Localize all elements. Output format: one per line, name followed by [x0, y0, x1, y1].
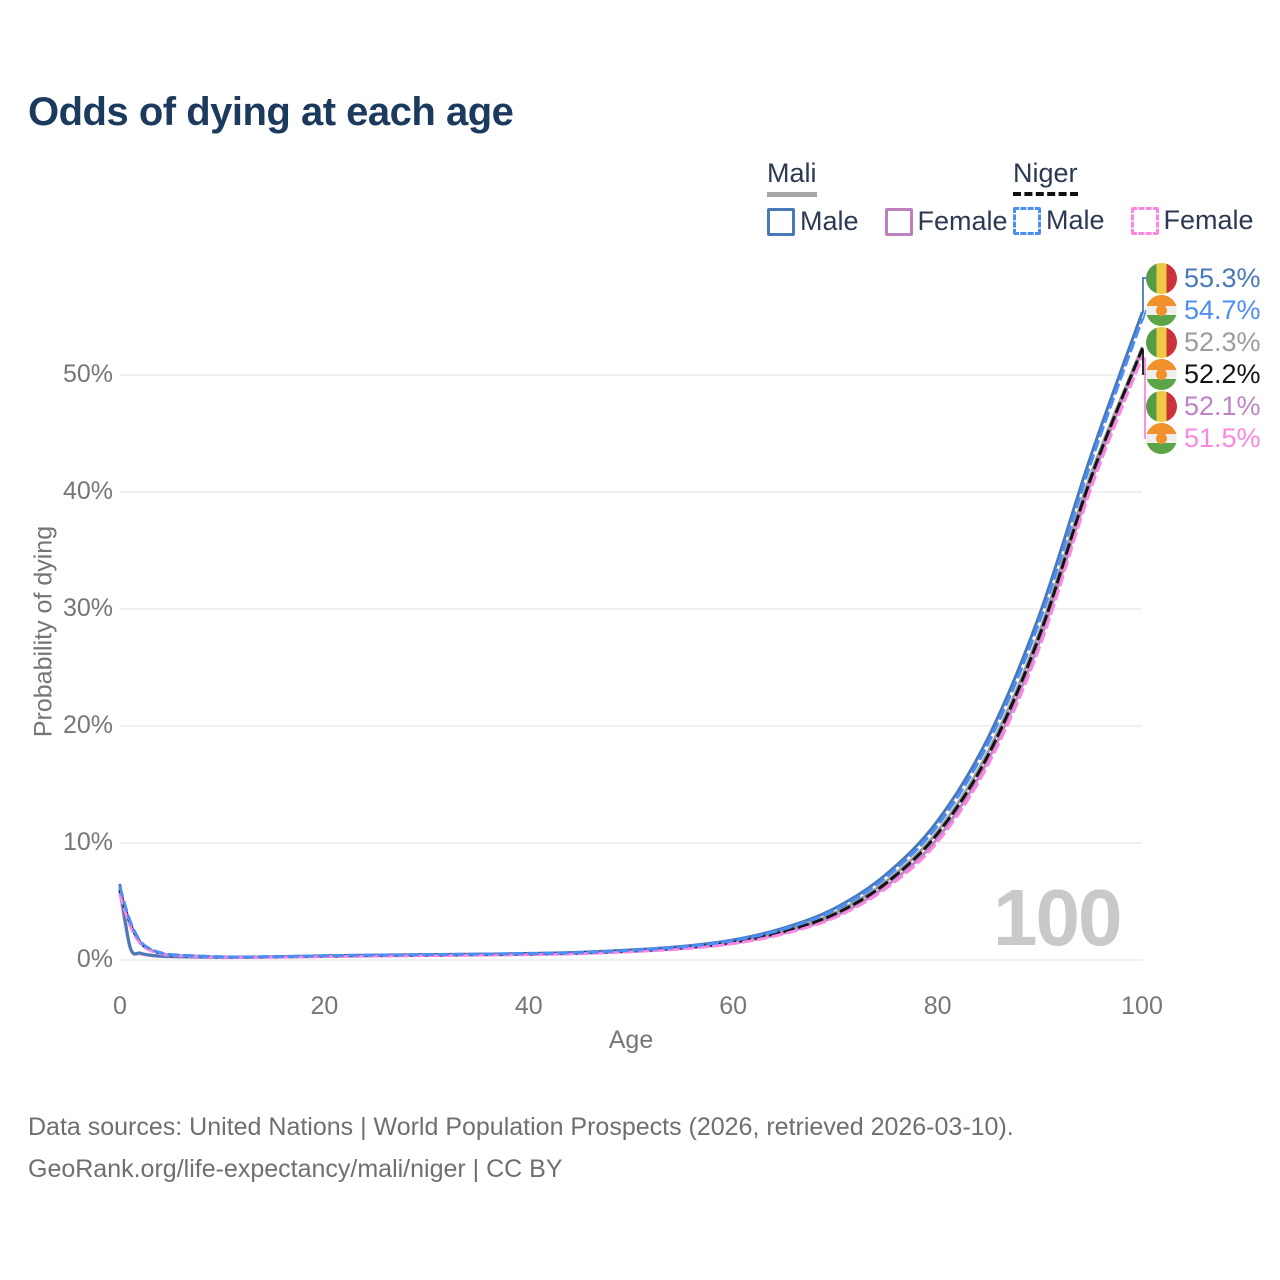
checkbox-icon[interactable]: [767, 207, 795, 236]
end-label-value: 52.1%: [1184, 390, 1261, 421]
legend-toggle-mali-female[interactable]: Female: [884, 206, 1008, 237]
x-tick-label: 0: [113, 992, 127, 1020]
x-tick-label: 100: [1121, 992, 1163, 1020]
end-labels-column: 55.3% 54.7% 52.3% 52.2% 52.1% 51.5%: [1146, 262, 1261, 454]
legend-country-mali: Mali: [767, 158, 817, 197]
y-tick-label: 50%: [62, 360, 113, 388]
checkbox-icon[interactable]: [1013, 206, 1041, 235]
end-label-value: 52.3%: [1184, 326, 1261, 357]
legend-toggle-niger-female[interactable]: Female: [1130, 205, 1254, 236]
legend-country-niger: Niger: [1013, 158, 1078, 196]
x-tick-label: 40: [514, 992, 543, 1020]
legend-label-niger-male: Male: [1046, 205, 1105, 235]
y-tick-label: 30%: [62, 594, 113, 622]
mali-flag-icon: [1146, 326, 1177, 358]
legend-label-mali-female: Female: [917, 206, 1008, 236]
footer-attribution: GeoRank.org/life-expectancy/mali/niger |…: [28, 1155, 563, 1183]
end-label-row: 52.2%: [1146, 358, 1261, 390]
legend-label-niger-female: Female: [1163, 205, 1254, 235]
end-label-row: 52.1%: [1146, 390, 1261, 422]
legend-group-mali: Mali Male Female: [767, 158, 1008, 237]
page-title: Odds of dying at each age: [28, 90, 514, 134]
legend-toggle-mali-male[interactable]: Male: [767, 206, 859, 237]
legend-group-niger: Niger Male Female: [1013, 158, 1254, 236]
x-axis-label: Age: [608, 1026, 654, 1054]
end-label-value: 52.2%: [1184, 358, 1261, 389]
x-tick-label: 20: [310, 992, 339, 1020]
checkbox-icon[interactable]: [884, 207, 913, 236]
niger-flag-icon: [1146, 358, 1177, 390]
checkbox-icon[interactable]: [1130, 206, 1159, 235]
footer-data-sources: Data sources: United Nations | World Pop…: [28, 1113, 1014, 1141]
end-label-row: 55.3%: [1146, 262, 1261, 294]
niger-flag-icon: [1146, 294, 1177, 326]
y-tick-label: 10%: [62, 828, 113, 856]
legend-toggle-niger-male[interactable]: Male: [1013, 205, 1105, 236]
niger-flag-icon: [1146, 422, 1177, 454]
mali-flag-icon: [1146, 390, 1177, 422]
y-tick-label: 40%: [62, 477, 113, 505]
end-label-value: 54.7%: [1184, 294, 1261, 325]
legend-label-mali-male: Male: [800, 206, 859, 236]
mali-flag-icon: [1146, 262, 1177, 294]
age-watermark: 100: [993, 873, 1122, 962]
end-label-value: 55.3%: [1184, 262, 1261, 293]
end-label-row: 52.3%: [1146, 326, 1261, 358]
end-label-value: 51.5%: [1184, 422, 1261, 453]
y-tick-label: 20%: [62, 711, 113, 739]
x-tick-label: 60: [719, 992, 748, 1020]
x-tick-label: 80: [923, 992, 952, 1020]
footer: Data sources: United Nations | World Pop…: [28, 1106, 1014, 1190]
y-tick-label: 0%: [76, 945, 113, 973]
end-label-row: 51.5%: [1146, 422, 1261, 454]
end-label-row: 54.7%: [1146, 294, 1261, 326]
